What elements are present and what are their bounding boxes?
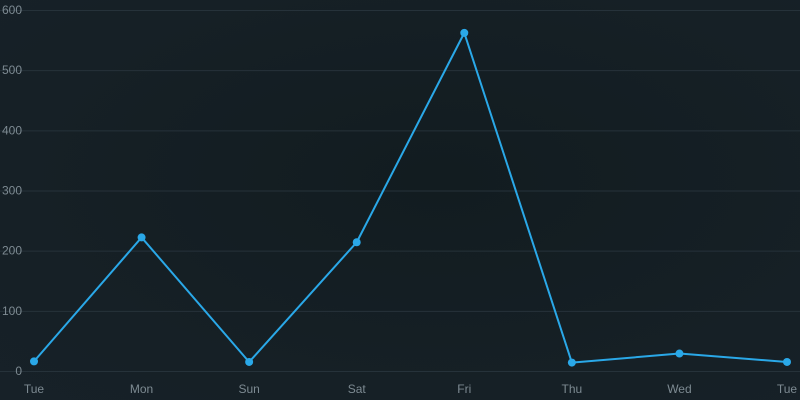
y-tick-label: 500 [2, 63, 22, 77]
grid [0, 10, 800, 372]
series-layer [30, 28, 791, 367]
x-tick-label: Tue [24, 382, 45, 396]
y-tick-label: 200 [2, 244, 22, 258]
y-tick-label: 100 [2, 304, 22, 318]
data-point-thu-5[interactable] [567, 358, 576, 367]
series-line [33, 31, 788, 364]
x-axis-ticks: Tue Mon Sun Sat Fri Thu Wed Tue [24, 382, 798, 396]
data-point-fri-4[interactable] [460, 28, 469, 37]
data-point-mon-1[interactable] [137, 233, 146, 242]
x-tick-label: Tue [777, 382, 798, 396]
data-point-sat-3[interactable] [352, 238, 361, 247]
y-axis-ticks: 0 100 200 300 400 500 600 [2, 3, 22, 378]
data-point-wed-6[interactable] [675, 349, 684, 358]
x-tick-label: Fri [457, 382, 471, 396]
x-tick-label: Thu [562, 382, 583, 396]
data-point-tue-7[interactable] [783, 357, 791, 366]
data-point-sun-2[interactable] [245, 357, 254, 366]
x-tick-label: Sat [348, 382, 367, 396]
y-tick-label: 600 [2, 3, 22, 17]
x-tick-label: Sun [238, 382, 259, 396]
y-tick-label: 400 [2, 123, 22, 137]
y-tick-label: 300 [2, 184, 22, 198]
x-tick-label: Wed [667, 382, 691, 396]
x-tick-label: Mon [130, 382, 153, 396]
data-point-tue-0[interactable] [30, 357, 38, 366]
y-tick-label: 0 [15, 364, 22, 378]
